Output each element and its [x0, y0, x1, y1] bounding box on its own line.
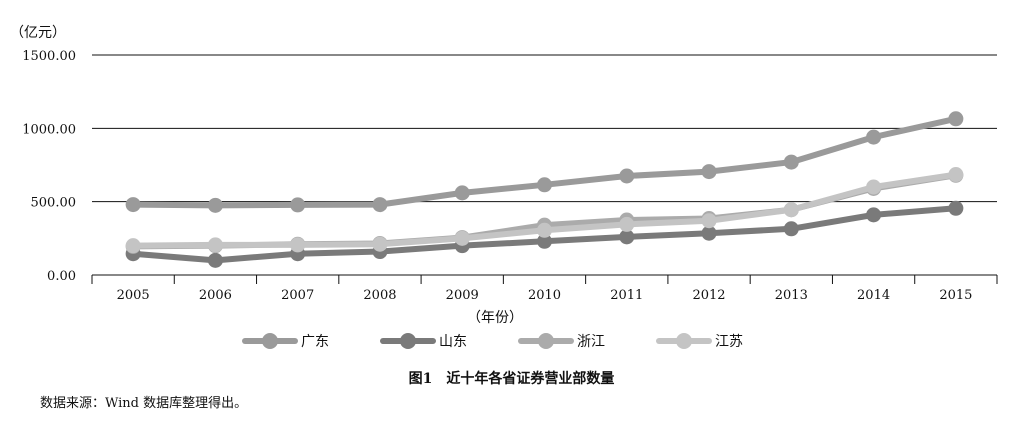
- data-point: [372, 197, 388, 213]
- x-tick-label: 2012: [692, 288, 725, 303]
- data-point: [701, 225, 717, 241]
- data-point: [125, 197, 141, 213]
- x-axis-label: （年份）: [467, 310, 523, 326]
- data-point: [619, 168, 635, 184]
- series-2: [125, 200, 964, 268]
- data-point: [454, 230, 470, 246]
- x-tick-label: 2011: [610, 288, 643, 303]
- data-point: [207, 197, 223, 213]
- legend-item-3: 浙江: [518, 333, 605, 350]
- legend-label: 山东: [439, 334, 467, 350]
- x-tick-label: 2013: [775, 288, 808, 303]
- data-point: [866, 179, 882, 195]
- data-point: [619, 229, 635, 245]
- data-point: [372, 236, 388, 252]
- data-point: [207, 237, 223, 253]
- data-point: [783, 202, 799, 218]
- data-point: [290, 237, 306, 253]
- legend-marker: [262, 333, 278, 349]
- y-axis-label: （亿元）: [10, 25, 66, 41]
- data-source-note: 数据来源：Wind 数据库整理得出。: [40, 396, 248, 411]
- x-tick-label: 2009: [446, 288, 479, 303]
- x-tick-label: 2014: [857, 288, 890, 303]
- x-tick-label: 2008: [363, 288, 396, 303]
- legend-marker: [538, 333, 554, 349]
- x-tick-label: 2015: [939, 288, 972, 303]
- figure-caption: 图1 近十年各省证券营业部数量: [408, 371, 615, 387]
- gridlines: [92, 54, 997, 276]
- x-tick-label: 2010: [528, 288, 561, 303]
- series-line: [130, 115, 959, 209]
- legend-item-1: 广东: [242, 333, 329, 350]
- line-chart: 0.00 500.00 1000.00 1500.00 （亿元） 2005 2006 2007…: [10, 25, 998, 350]
- data-point: [537, 222, 552, 238]
- legend-item-4: 江苏: [656, 333, 743, 350]
- data-point: [454, 185, 470, 201]
- x-tick-label: 2005: [117, 288, 150, 303]
- data-point: [783, 154, 799, 170]
- legend: 广东 山东 浙江 江苏: [242, 333, 743, 350]
- legend-item-2: 山东: [380, 333, 467, 350]
- data-point: [537, 233, 552, 249]
- data-point: [207, 252, 223, 268]
- data-point: [125, 238, 141, 254]
- x-tick-label: 2006: [199, 288, 232, 303]
- y-tick-label: 1500.00: [22, 49, 76, 64]
- data-point: [701, 213, 717, 229]
- legend-label: 浙江: [577, 334, 605, 350]
- x-tick-label: 2007: [281, 288, 314, 303]
- data-point: [537, 177, 552, 193]
- data-point: [866, 129, 882, 145]
- data-point: [866, 207, 882, 223]
- y-tick-label: 1000.00: [22, 122, 76, 137]
- y-tick-label: 500.00: [31, 196, 77, 211]
- data-point: [948, 200, 964, 216]
- legend-marker: [400, 333, 416, 349]
- legend-label: 江苏: [715, 334, 743, 350]
- data-point: [948, 167, 964, 183]
- data-point: [948, 111, 964, 127]
- y-tick-label: 0.00: [47, 269, 76, 284]
- data-point: [701, 164, 717, 180]
- data-point: [290, 197, 306, 213]
- legend-marker: [676, 333, 692, 349]
- series-layer: [125, 111, 964, 268]
- series-4: [125, 167, 964, 254]
- axes: 0.00 500.00 1000.00 1500.00 （亿元） 2005 2006 2007…: [10, 25, 998, 326]
- legend-label: 广东: [301, 334, 329, 350]
- series-1: [125, 111, 964, 213]
- data-point: [783, 221, 799, 237]
- data-point: [619, 216, 635, 232]
